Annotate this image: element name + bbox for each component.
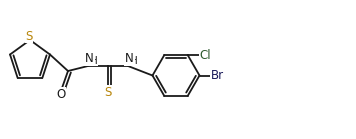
Text: N: N <box>125 52 134 65</box>
Text: Br: Br <box>211 69 224 82</box>
Text: Cl: Cl <box>199 49 211 62</box>
Text: O: O <box>56 88 66 101</box>
Text: H: H <box>90 55 98 65</box>
Text: S: S <box>25 29 33 43</box>
Text: S: S <box>104 85 112 99</box>
Text: N: N <box>85 52 94 65</box>
Text: H: H <box>130 55 137 65</box>
